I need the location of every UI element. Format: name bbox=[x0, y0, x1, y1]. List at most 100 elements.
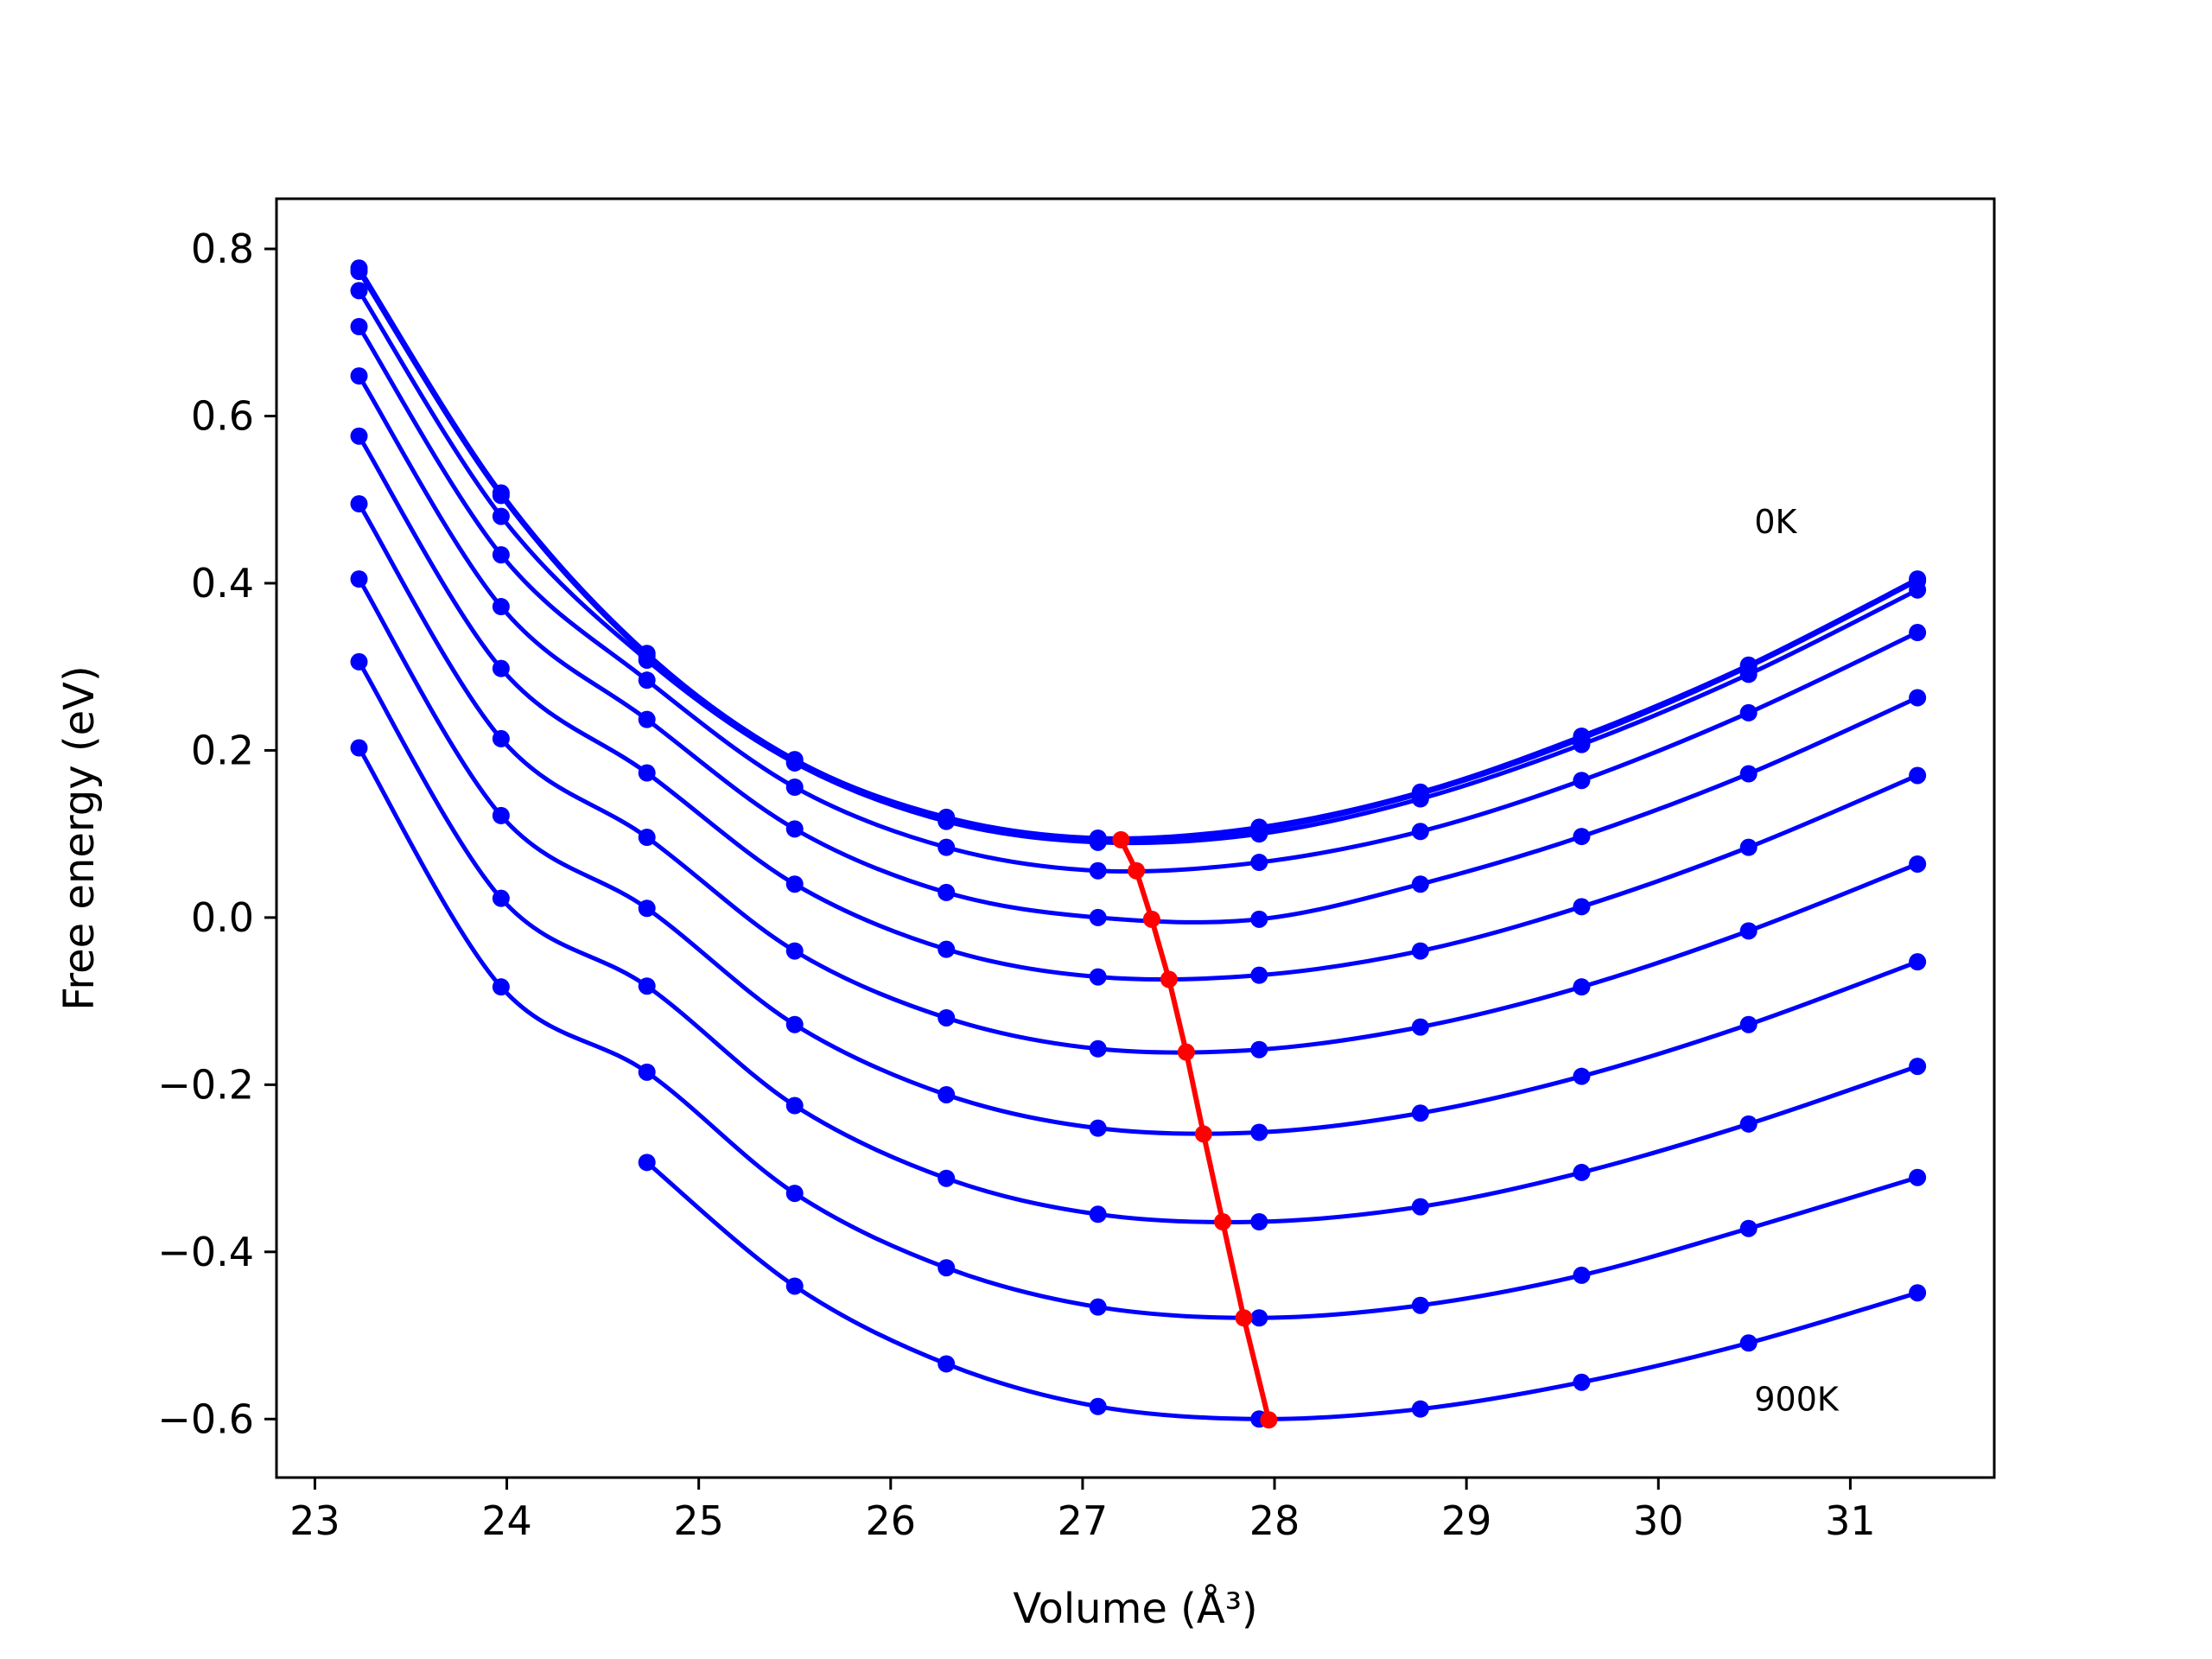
data-point bbox=[1739, 838, 1758, 856]
data-point bbox=[638, 977, 656, 995]
series-6 bbox=[350, 495, 1927, 1058]
data-point bbox=[1739, 665, 1758, 683]
series-line bbox=[357, 289, 1919, 846]
data-point bbox=[1250, 1213, 1268, 1230]
axes-frame bbox=[275, 197, 1996, 1479]
data-point bbox=[1573, 1163, 1591, 1181]
data-point bbox=[1250, 1309, 1268, 1327]
data-point bbox=[492, 978, 510, 996]
data-point bbox=[1909, 689, 1927, 707]
data-point bbox=[1411, 942, 1429, 960]
annotations: 0K 900K bbox=[1754, 503, 1840, 1419]
y-tick-label: 0.2 bbox=[191, 727, 254, 773]
data-point bbox=[938, 1085, 956, 1103]
data-point bbox=[1411, 790, 1429, 808]
data-point bbox=[938, 1008, 956, 1027]
data-point bbox=[1909, 624, 1927, 642]
data-point bbox=[1411, 823, 1429, 841]
data-point bbox=[1909, 855, 1927, 873]
data-point bbox=[1739, 1219, 1758, 1237]
series-8 bbox=[350, 652, 1927, 1230]
data-point bbox=[938, 1355, 956, 1373]
series-line bbox=[357, 374, 1919, 925]
data-point bbox=[638, 1063, 656, 1081]
data-point bbox=[350, 263, 368, 281]
y-tick-label: −0.2 bbox=[157, 1061, 254, 1108]
data-point bbox=[1250, 825, 1268, 843]
data-point bbox=[938, 1259, 956, 1277]
data-point bbox=[1089, 968, 1107, 986]
data-point bbox=[1250, 966, 1268, 984]
data-point bbox=[1089, 1397, 1107, 1415]
data-point bbox=[1739, 703, 1758, 721]
x-tick-label: 28 bbox=[1249, 1497, 1300, 1544]
y-tick-label: 0.8 bbox=[191, 226, 254, 272]
minima-point bbox=[1142, 910, 1160, 928]
series-line bbox=[357, 502, 1919, 1055]
data-point bbox=[1909, 1284, 1927, 1302]
data-point bbox=[785, 1277, 804, 1295]
data-point bbox=[350, 367, 368, 385]
data-point bbox=[1411, 1400, 1429, 1418]
data-point bbox=[350, 570, 368, 588]
data-point bbox=[1089, 1119, 1107, 1137]
y-tick-label: −0.4 bbox=[157, 1229, 254, 1275]
data-point bbox=[638, 1154, 656, 1172]
series-line bbox=[357, 660, 1918, 1224]
data-point bbox=[1909, 1168, 1927, 1186]
minima-series bbox=[1112, 830, 1278, 1429]
data-point bbox=[638, 651, 656, 669]
x-tick-label: 23 bbox=[289, 1497, 340, 1544]
minima-point bbox=[1235, 1309, 1253, 1327]
data-point bbox=[1411, 1198, 1429, 1216]
data-point bbox=[350, 318, 368, 335]
series-5 bbox=[350, 427, 1927, 986]
x-tick-label: 27 bbox=[1058, 1497, 1109, 1544]
series-4 bbox=[350, 367, 1927, 928]
minima-point bbox=[1194, 1125, 1212, 1143]
data-point bbox=[1250, 854, 1268, 872]
data-point bbox=[492, 507, 510, 525]
series-3 bbox=[350, 318, 1927, 880]
data-point bbox=[785, 1015, 804, 1033]
data-point bbox=[1089, 1039, 1107, 1058]
data-point bbox=[1573, 772, 1591, 790]
data-point bbox=[1250, 910, 1268, 928]
data-point bbox=[1250, 1040, 1268, 1058]
data-point bbox=[785, 942, 804, 960]
x-tick-label: 31 bbox=[1825, 1497, 1876, 1544]
data-point bbox=[350, 282, 368, 300]
series-line bbox=[357, 577, 1919, 1136]
data-point bbox=[785, 1185, 804, 1203]
plot-area bbox=[350, 259, 1927, 1429]
data-point bbox=[938, 940, 956, 958]
data-point bbox=[1089, 861, 1107, 880]
data-point bbox=[1573, 1373, 1591, 1391]
annotation-label: 0K bbox=[1754, 503, 1797, 541]
data-point bbox=[1573, 978, 1591, 996]
data-point bbox=[492, 598, 510, 616]
data-point bbox=[1089, 908, 1107, 926]
data-point bbox=[1573, 735, 1591, 753]
minima-point bbox=[1160, 970, 1178, 988]
minima-point bbox=[1260, 1411, 1278, 1429]
data-point bbox=[1089, 833, 1107, 851]
data-point bbox=[492, 889, 510, 907]
series-line bbox=[357, 435, 1919, 982]
data-point bbox=[1739, 765, 1758, 783]
data-point bbox=[1739, 1015, 1758, 1033]
data-point bbox=[350, 495, 368, 513]
data-point bbox=[1739, 1115, 1758, 1133]
data-point bbox=[938, 1169, 956, 1187]
data-point bbox=[785, 778, 804, 796]
data-point bbox=[785, 875, 804, 893]
data-point bbox=[1411, 1104, 1429, 1122]
data-point bbox=[785, 753, 804, 772]
series-7 bbox=[350, 570, 1927, 1141]
axis-ticks: 23 24 25 26 27 28 29 30 31 −0.6 −0.4 −0.2 0.0 0.2 0.4 0… bbox=[157, 226, 1875, 1544]
data-point bbox=[350, 739, 368, 757]
series-line bbox=[357, 747, 1918, 1320]
x-axis-label: Volume (Å³) bbox=[1013, 1584, 1257, 1633]
